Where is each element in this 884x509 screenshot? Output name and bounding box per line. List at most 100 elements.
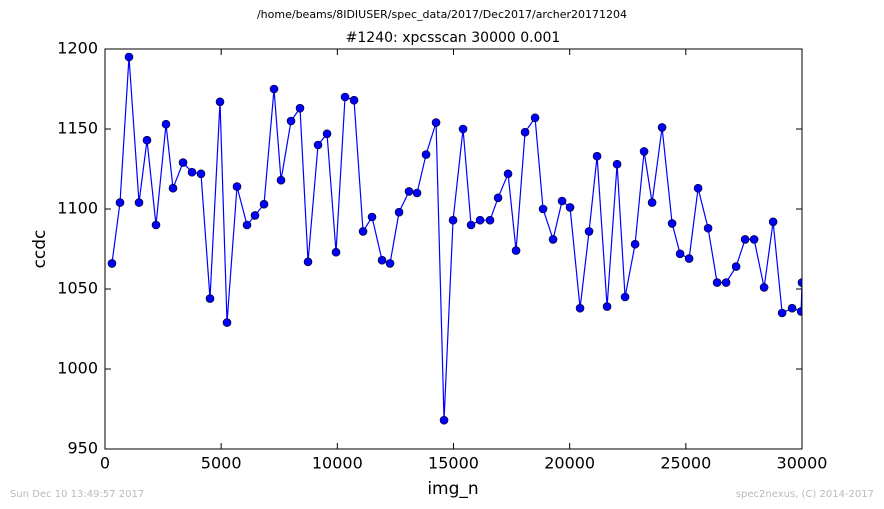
x-axis-label: img_n: [427, 479, 478, 499]
y-tick-label: 1100: [57, 199, 98, 218]
data-point: [684, 254, 694, 263]
data-point: [187, 167, 197, 177]
data-point: [749, 235, 759, 244]
data-point: [276, 175, 286, 185]
data-point: [647, 198, 657, 207]
data-point: [142, 135, 152, 145]
data-point: [721, 278, 731, 287]
x-tick-label: 0: [100, 454, 110, 473]
data-point: [620, 292, 630, 302]
plot-area: [107, 52, 802, 425]
data-point: [242, 220, 252, 230]
data-point: [134, 198, 144, 207]
data-point: [548, 235, 558, 244]
footer-right: spec2nexus, (C) 2014-2017: [736, 489, 874, 500]
data-point: [385, 259, 395, 268]
data-point: [295, 103, 305, 113]
data-point: [215, 97, 225, 107]
data-point: [511, 246, 521, 255]
data-point: [584, 227, 594, 236]
data-point: [448, 215, 458, 225]
data-point: [639, 147, 649, 156]
data-point: [777, 308, 787, 318]
chart-title: #1240: xpcsscan 30000 0.001: [346, 30, 561, 46]
data-point: [485, 215, 495, 225]
data-point: [797, 278, 802, 287]
data-point: [377, 255, 387, 265]
data-point: [703, 223, 713, 233]
y-tick-label: 1150: [57, 119, 98, 138]
data-point: [530, 113, 540, 123]
data-point: [612, 159, 622, 169]
data-point: [557, 196, 567, 206]
data-point: [107, 259, 117, 268]
data-point: [269, 84, 279, 94]
data-point: [331, 247, 341, 257]
data-point: [602, 302, 612, 311]
data-point: [367, 212, 377, 222]
x-tick-label: 30000: [777, 454, 828, 473]
y-tick-label: 1200: [57, 39, 98, 58]
suptitle: /home/beams/8IDIUSER/spec_data/2017/Dec2…: [257, 8, 627, 21]
data-point: [538, 204, 548, 214]
data-point: [322, 129, 332, 139]
data-point: [675, 249, 685, 259]
x-tick-label: 5000: [201, 454, 242, 473]
data-point: [731, 262, 741, 271]
data-point: [493, 193, 503, 203]
y-axis-label: ccdc: [30, 230, 50, 269]
data-point: [667, 219, 677, 228]
data-point: [657, 123, 667, 132]
data-point: [520, 127, 530, 137]
data-point: [124, 52, 134, 62]
data-point: [466, 220, 476, 230]
data-point: [565, 203, 575, 212]
data-point: [303, 257, 313, 267]
y-tick-label: 950: [67, 439, 98, 458]
data-line: [111, 56, 802, 421]
data-point: [458, 124, 468, 134]
x-tick-label: 20000: [544, 454, 595, 473]
data-point: [630, 239, 640, 249]
data-point: [439, 415, 449, 425]
data-point: [740, 235, 750, 244]
data-point: [592, 151, 602, 161]
data-point: [768, 217, 778, 227]
data-point: [205, 294, 215, 303]
data-point: [358, 227, 368, 236]
data-point: [222, 318, 232, 327]
data-point: [286, 116, 296, 126]
data-point: [394, 207, 404, 217]
data-point: [313, 140, 323, 150]
data-point: [787, 303, 797, 313]
data-point: [340, 92, 350, 102]
x-tick-label: 15000: [428, 454, 479, 473]
data-point: [712, 278, 722, 287]
data-point: [431, 118, 441, 127]
data-point: [404, 187, 414, 196]
data-point: [151, 220, 161, 230]
data-point: [259, 199, 269, 209]
data-point: [168, 183, 178, 193]
data-point: [349, 95, 359, 105]
y-tick-label: 1050: [57, 279, 98, 298]
data-point: [475, 215, 485, 225]
data-point: [196, 169, 206, 179]
data-point: [115, 198, 125, 207]
data-point: [575, 303, 585, 313]
data-point: [250, 211, 260, 220]
data-point: [693, 183, 703, 193]
data-point: [503, 169, 513, 179]
data-point: [412, 188, 422, 198]
x-tick-label: 25000: [660, 454, 711, 473]
axes-frame: [104, 48, 803, 450]
x-tick-label: 10000: [312, 454, 363, 473]
data-point: [421, 150, 431, 159]
data-point: [759, 283, 769, 292]
data-point: [232, 182, 242, 191]
data-point: [161, 119, 171, 129]
data-point: [178, 158, 188, 167]
y-tick-label: 1000: [57, 359, 98, 378]
data-point: [796, 307, 802, 316]
